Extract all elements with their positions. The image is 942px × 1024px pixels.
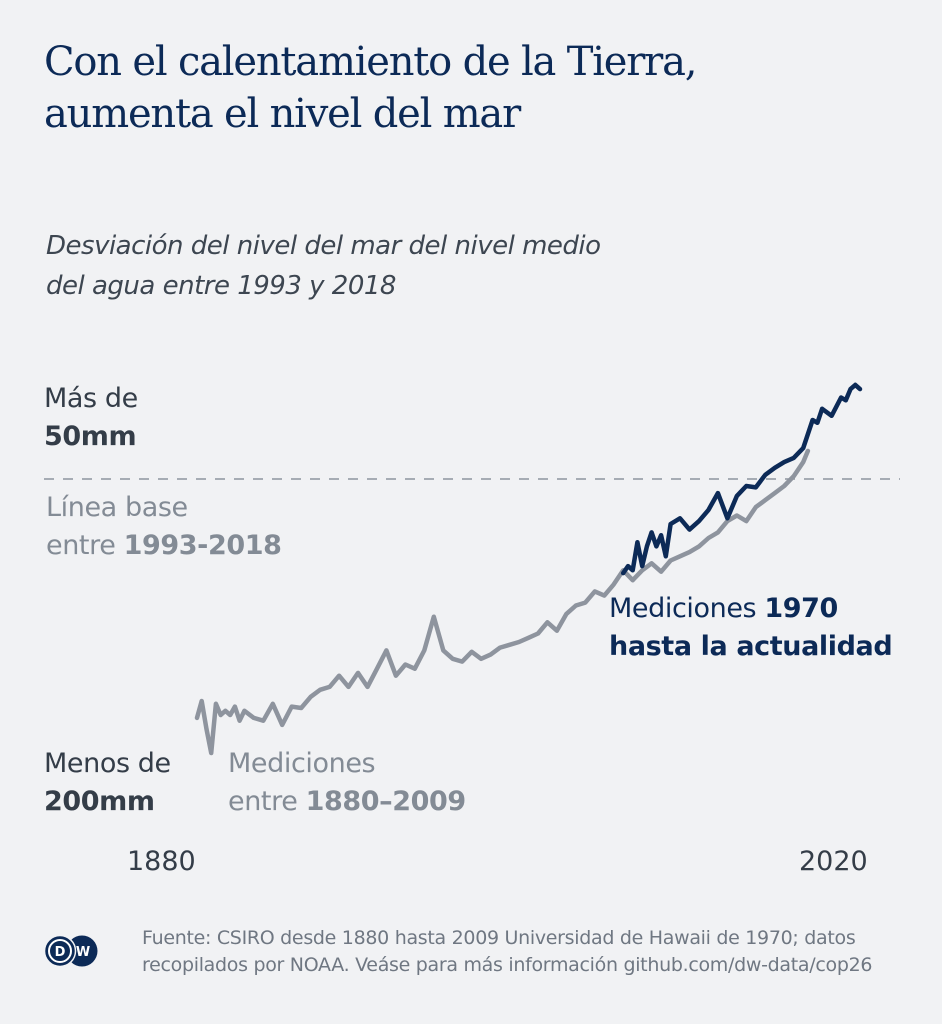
series-line-1970-present bbox=[620, 382, 863, 576]
old-series-label: Mediciones entre 1880–2009 bbox=[228, 745, 466, 821]
subtitle-line-2: del agua entre 1993 y 2018 bbox=[46, 271, 396, 301]
y-bottom-label: Menos de 200mm bbox=[44, 745, 171, 821]
source-line-1: Fuente: CSIRO desde 1880 hasta 2009 Univ… bbox=[142, 927, 856, 949]
new-series-label-line-2: hasta la actualidad bbox=[609, 631, 893, 662]
svg-text:W: W bbox=[76, 945, 90, 960]
y-top-label-value: 50mm bbox=[44, 421, 137, 452]
chart-subtitle: Desviación del nivel del mar del nivel m… bbox=[46, 226, 746, 306]
chart-title: Con el calentamiento de la Tierra, aumen… bbox=[44, 36, 904, 140]
baseline-label-prefix: entre bbox=[46, 530, 124, 561]
title-line-2: aumenta el nivel del mar bbox=[44, 91, 521, 137]
y-bottom-label-value: 200mm bbox=[44, 786, 155, 817]
y-bottom-label-text: Menos de bbox=[44, 748, 171, 779]
x-tick-label-start: 1880 bbox=[127, 846, 196, 877]
new-series-label: Mediciones 1970 hasta la actualidad bbox=[609, 590, 893, 666]
old-series-label-prefix: entre bbox=[228, 786, 306, 817]
old-series-label-range-line: entre 1880–2009 bbox=[228, 783, 466, 821]
subtitle-line-1: Desviación del nivel del mar del nivel m… bbox=[46, 231, 601, 261]
old-series-label-text: Mediciones bbox=[228, 748, 376, 779]
y-top-label: Más de 50mm bbox=[44, 380, 138, 456]
series-layer bbox=[194, 382, 863, 756]
new-series-label-prefix: Mediciones bbox=[609, 593, 765, 624]
source-note: Fuente: CSIRO desde 1880 hasta 2009 Univ… bbox=[142, 925, 922, 979]
baseline-label-text: Línea base bbox=[46, 492, 188, 523]
new-series-label-line-1: Mediciones 1970 bbox=[609, 590, 892, 628]
title-line-1: Con el calentamiento de la Tierra, bbox=[44, 39, 697, 85]
svg-text:D: D bbox=[55, 945, 66, 960]
baseline-label-range: 1993-2018 bbox=[123, 530, 282, 561]
y-top-label-text: Más de bbox=[44, 383, 138, 414]
baseline-label: Línea base entre 1993-2018 bbox=[46, 489, 282, 565]
old-series-label-range: 1880–2009 bbox=[305, 786, 467, 817]
baseline-label-range-line: entre 1993-2018 bbox=[46, 527, 282, 565]
new-series-label-year: 1970 bbox=[764, 593, 838, 624]
dw-logo-icon: D W bbox=[44, 935, 98, 967]
x-tick-label-end: 2020 bbox=[799, 846, 868, 877]
source-line-2: recopilados por NOAA. Veáse para más inf… bbox=[142, 954, 873, 976]
